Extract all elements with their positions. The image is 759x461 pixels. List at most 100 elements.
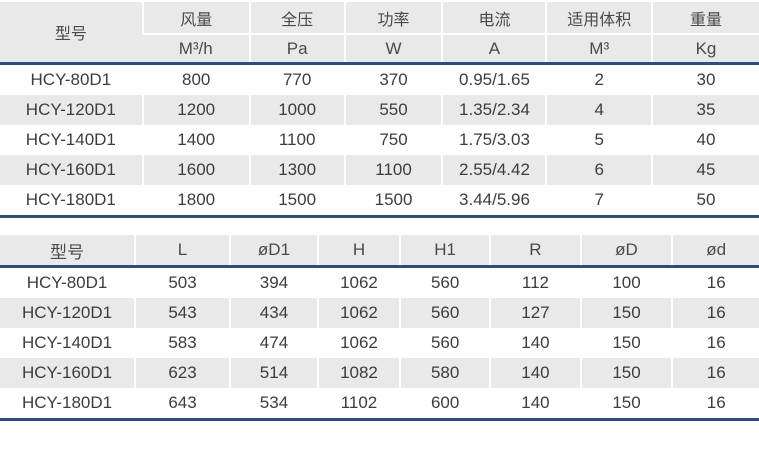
model-cell: HCY-140D1	[0, 125, 143, 155]
value-cell: 580	[398, 358, 491, 388]
value-cell: 770	[248, 63, 345, 95]
value-cell: 543	[134, 298, 230, 328]
value-cell: 140	[489, 328, 581, 358]
value-cell: 800	[141, 63, 250, 95]
dimension-table-body: HCY-80D1 503 394 1062 560 112 100 16 HCY-120D1 54…	[0, 266, 759, 421]
column-unit: W	[343, 34, 443, 65]
column-header: 全压	[248, 2, 345, 35]
value-cell: 1062	[317, 328, 400, 358]
value-cell: 1062	[317, 266, 400, 298]
column-unit: A	[441, 34, 547, 65]
performance-table-body: HCY-80D1 800 770 370 0.95/1.65 2 30 HCY-120D1 12…	[0, 63, 759, 218]
value-cell: 16	[671, 328, 759, 358]
value-cell: 1400	[141, 125, 250, 155]
performance-table-header: 型号 风量 全压 功率 电流 适用体积 重量 M³/h Pa W A M³ Kg	[0, 2, 759, 65]
value-cell: 503	[134, 266, 230, 298]
column-header: 重量	[650, 2, 759, 35]
column-header: 风量	[141, 2, 250, 35]
value-cell: 2.55/4.42	[441, 155, 547, 185]
value-cell: 560	[398, 266, 491, 298]
header-row-units: M³/h Pa W A M³ Kg	[0, 34, 759, 65]
value-cell: 1500	[343, 185, 443, 218]
model-cell: HCY-80D1	[0, 266, 136, 298]
table-separator	[0, 218, 759, 235]
table-row: HCY-80D1 503 394 1062 560 112 100 16	[0, 266, 759, 298]
value-cell: 150	[579, 358, 673, 388]
model-cell: HCY-120D1	[0, 298, 136, 328]
value-cell: 127	[489, 298, 581, 328]
value-cell: 1500	[248, 185, 345, 218]
value-cell: 1082	[317, 358, 400, 388]
model-cell: HCY-160D1	[0, 358, 136, 388]
value-cell: 1102	[317, 388, 400, 421]
table-row: HCY-120D1 543 434 1062 560 127 150 16	[0, 298, 759, 328]
value-cell: 1000	[248, 95, 345, 125]
value-cell: 2	[545, 63, 652, 95]
column-header: 型号	[0, 235, 136, 268]
model-cell: HCY-140D1	[0, 328, 136, 358]
value-cell: 643	[134, 388, 230, 421]
column-header: R	[489, 235, 581, 268]
performance-spec-table: 型号 风量 全压 功率 电流 适用体积 重量 M³/h Pa W A M³ Kg HCY-80D1 800…	[0, 2, 759, 218]
model-cell: HCY-80D1	[0, 63, 143, 95]
value-cell: 1.75/3.03	[441, 125, 547, 155]
model-cell: HCY-180D1	[0, 185, 143, 218]
column-header: H1	[398, 235, 491, 268]
value-cell: 1200	[141, 95, 250, 125]
value-cell: 16	[671, 298, 759, 328]
value-cell: 4	[545, 95, 652, 125]
value-cell: 30	[650, 63, 759, 95]
value-cell: 112	[489, 266, 581, 298]
value-cell: 150	[579, 298, 673, 328]
column-header: 功率	[343, 2, 443, 35]
value-cell: 16	[671, 358, 759, 388]
column-header: 适用体积	[545, 2, 652, 35]
column-header: øD	[579, 235, 673, 268]
column-unit: M³	[545, 34, 652, 65]
column-header: ød	[671, 235, 759, 268]
value-cell: 150	[579, 328, 673, 358]
value-cell: 3.44/5.96	[441, 185, 547, 218]
column-header: 电流	[441, 2, 547, 35]
value-cell: 1062	[317, 298, 400, 328]
model-cell: HCY-180D1	[0, 388, 136, 421]
value-cell: 750	[343, 125, 443, 155]
value-cell: 370	[343, 63, 443, 95]
value-cell: 583	[134, 328, 230, 358]
value-cell: 45	[650, 155, 759, 185]
value-cell: 140	[489, 388, 581, 421]
value-cell: 16	[671, 388, 759, 421]
value-cell: 434	[228, 298, 318, 328]
value-cell: 560	[398, 298, 491, 328]
column-unit: Pa	[248, 34, 345, 65]
table-row: HCY-80D1 800 770 370 0.95/1.65 2 30	[0, 63, 759, 95]
header-row-labels: 型号 风量 全压 功率 电流 适用体积 重量	[0, 2, 759, 65]
value-cell: 7	[545, 185, 652, 218]
value-cell: 1.35/2.34	[441, 95, 547, 125]
value-cell: 474	[228, 328, 318, 358]
table-row: HCY-160D1 1600 1300 1100 2.55/4.42 6 45	[0, 155, 759, 185]
value-cell: 40	[650, 125, 759, 155]
value-cell: 100	[579, 266, 673, 298]
value-cell: 1100	[343, 155, 443, 185]
value-cell: 5	[545, 125, 652, 155]
column-header: H	[317, 235, 400, 268]
value-cell: 1800	[141, 185, 250, 218]
table-row: HCY-160D1 623 514 1082 580 140 150 16	[0, 358, 759, 388]
value-cell: 514	[228, 358, 318, 388]
value-cell: 150	[579, 388, 673, 421]
value-cell: 50	[650, 185, 759, 218]
table-row: HCY-180D1 643 534 1102 600 140 150 16	[0, 388, 759, 421]
value-cell: 6	[545, 155, 652, 185]
value-cell: 1100	[248, 125, 345, 155]
value-cell: 560	[398, 328, 491, 358]
value-cell: 35	[650, 95, 759, 125]
table-row: HCY-140D1 1400 1100 750 1.75/3.03 5 40	[0, 125, 759, 155]
value-cell: 600	[398, 388, 491, 421]
model-cell: HCY-120D1	[0, 95, 143, 125]
table-row: HCY-180D1 1800 1500 1500 3.44/5.96 7 50	[0, 185, 759, 218]
value-cell: 16	[671, 266, 759, 298]
column-unit: Kg	[650, 34, 759, 65]
